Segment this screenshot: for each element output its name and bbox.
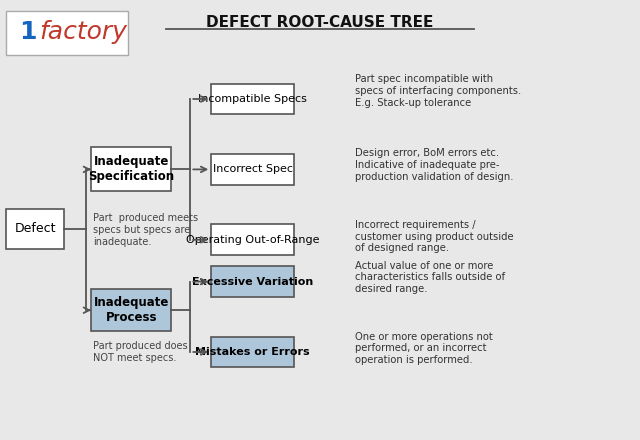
Text: Operating Out-of-Range: Operating Out-of-Range <box>186 235 319 245</box>
FancyBboxPatch shape <box>91 147 172 191</box>
FancyBboxPatch shape <box>211 266 294 297</box>
Text: factory: factory <box>40 20 127 44</box>
Text: Inadequate
Specification: Inadequate Specification <box>88 155 174 183</box>
FancyBboxPatch shape <box>6 11 128 55</box>
FancyBboxPatch shape <box>211 154 294 185</box>
Text: Excessive Variation: Excessive Variation <box>192 277 314 286</box>
FancyBboxPatch shape <box>211 84 294 114</box>
Text: Defect: Defect <box>15 222 56 235</box>
Text: Actual value of one or more
characteristics falls outside of
desired range.: Actual value of one or more characterist… <box>355 260 506 294</box>
FancyBboxPatch shape <box>6 209 64 249</box>
Text: Part spec incompatible with
specs of interfacing components.
E.g. Stack-up toler: Part spec incompatible with specs of int… <box>355 74 522 108</box>
Text: Incorrect requirements /
customer using product outside
of designed range.: Incorrect requirements / customer using … <box>355 220 514 253</box>
Text: Part  produced meets
specs but specs are
inadequate.: Part produced meets specs but specs are … <box>93 213 198 246</box>
Text: 1: 1 <box>19 20 36 44</box>
Text: Incompatible Specs: Incompatible Specs <box>198 94 307 104</box>
Text: One or more operations not
performed, or an incorrect
operation is performed.: One or more operations not performed, or… <box>355 332 493 365</box>
Text: Mistakes or Errors: Mistakes or Errors <box>195 347 310 357</box>
FancyBboxPatch shape <box>91 290 172 331</box>
Text: DEFECT ROOT-CAUSE TREE: DEFECT ROOT-CAUSE TREE <box>206 15 434 30</box>
Text: Inadequate
Process: Inadequate Process <box>93 296 169 324</box>
FancyBboxPatch shape <box>211 224 294 255</box>
Text: Design error, BoM errors etc.
Indicative of inadequate pre-
production validatio: Design error, BoM errors etc. Indicative… <box>355 148 514 182</box>
Text: Incorrect Spec: Incorrect Spec <box>212 165 293 174</box>
Text: Part produced does
NOT meet specs.: Part produced does NOT meet specs. <box>93 341 188 363</box>
FancyBboxPatch shape <box>211 337 294 367</box>
